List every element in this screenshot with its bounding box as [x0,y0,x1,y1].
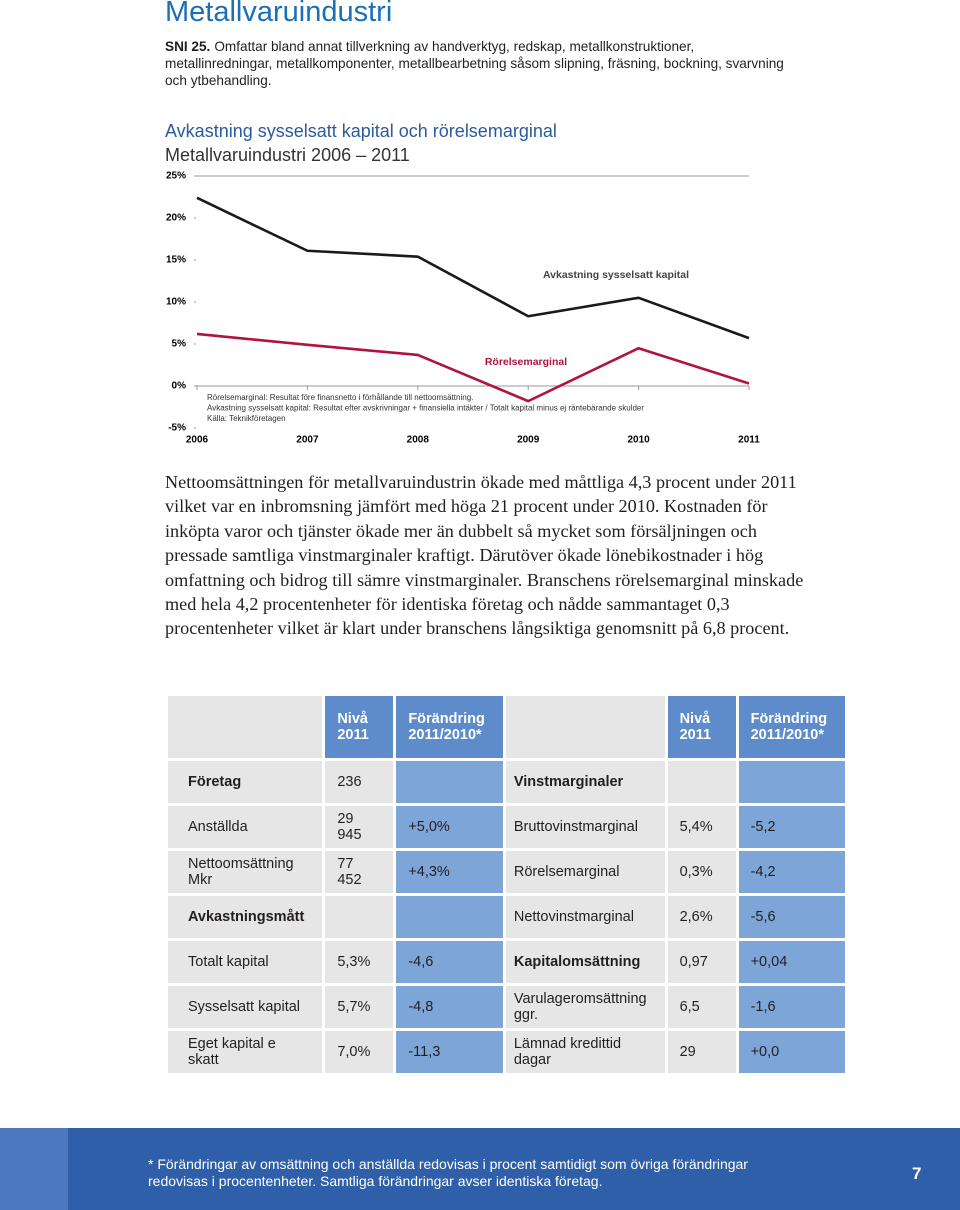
series-line [196,332,750,403]
cell: Förändring 2011/2010* [396,696,503,758]
chart-note: Avkastning sysselsatt kapital: Resultat … [207,404,644,413]
cell: Nettoomsättning Mkr [168,851,323,893]
table: Nivå 2011 Förändring 2011/2010* Nivå 201… [165,693,848,1076]
x-tick-label: 2006 [186,435,209,446]
footer-stripe [0,1128,68,1210]
cell: 5,7% [325,986,394,1028]
footnote: * Förändringar av omsättning och anställ… [148,1156,748,1189]
cell: Bruttovinstmarginal [505,806,665,848]
chart: Avkastning sysselsatt kapital och rörels… [165,121,760,446]
cell: +0,04 [738,941,846,983]
cell: Kapitalomsättning [505,941,665,983]
sni-label: SNI 25. [165,39,211,54]
page-number: 7 [912,1164,922,1183]
cell: Eget kapital e skatt [168,1031,323,1073]
cell: Anställda [168,806,323,848]
chart-title: Avkastning sysselsatt kapital och rörels… [165,121,557,141]
table-row: Eget kapital e skatt 7,0% -11,3 Lämnad kred… [168,1031,846,1073]
x-tick-label: 2010 [627,435,650,446]
cell: 5,4% [667,806,736,848]
y-tick-label: 0% [172,381,187,392]
chart-note: Källa: Teknikföretagen [207,414,286,423]
cell: Företag [168,761,323,803]
cell: +4,3% [396,851,503,893]
cell: Nettovinstmarginal [505,896,665,938]
cell: +0,0 [738,1031,846,1073]
cell: 0,97 [667,941,736,983]
y-tick-label: -5% [168,423,186,434]
table-header: Nivå 2011 Förändring 2011/2010* Nivå 201… [168,696,846,758]
footer: * Förändringar av omsättning och anställ… [0,1128,960,1210]
cell: Sysselsatt kapital [168,986,323,1028]
intro: SNI 25. Omfattar bland annat tillverkning… [165,38,805,89]
y-tick-label: 15% [166,255,186,266]
cell: 7,0% [325,1031,394,1073]
series-label: Avkastning sysselsatt kapital [543,269,689,281]
x-tick-label: 2011 [738,435,760,446]
cell [396,761,503,803]
cell [505,696,665,758]
cell: 236 [325,761,394,803]
cell: 77 452 [325,851,394,893]
table-row: Anställda 29 945 +5,0% Bruttovinstmarginal 5… [168,806,846,848]
cell: Avkastningsmått [168,896,323,938]
table-row: Sysselsatt kapital 5,7% -4,8 Varulageromsät… [168,986,846,1028]
series-line [196,196,750,340]
cell: -5,6 [738,896,846,938]
y-tick-label: 20% [166,213,186,224]
intro-text: Omfattar bland annat tillverkning av han… [165,39,784,88]
cell: Totalt kapital [168,941,323,983]
cell: 6,5 [667,986,736,1028]
table-row: Nettoomsättning Mkr 77 452 +4,3% Rörelsemar… [168,851,846,893]
cell: -11,3 [396,1031,503,1073]
cell: 2,6% [667,896,736,938]
x-tick-label: 2007 [296,435,319,446]
cell [667,761,736,803]
cell: Förändring 2011/2010* [738,696,846,758]
cell: Vinstmarginaler [505,761,665,803]
table-row: Avkastningsmått Nettovinstmarginal 2,6% -5,… [168,896,846,938]
cell: -5,2 [738,806,846,848]
cell [738,761,846,803]
table-row: Företag 236 Vinstmarginaler [168,761,846,803]
cell: 29 [667,1031,736,1073]
y-tick-label: 10% [166,297,186,308]
cell [168,696,323,758]
y-tick-label: 25% [166,171,186,182]
body-text: Nettoomsättningen för metallvaruindustri… [165,472,804,639]
cell: 5,3% [325,941,394,983]
table-row: Totalt kapital 5,3% -4,6 Kapitalomsättning 0… [168,941,846,983]
cell: -1,6 [738,986,846,1028]
cell: 29 945 [325,806,394,848]
series-label: Rörelsemarginal [485,356,567,368]
x-tick-label: 2009 [517,435,540,446]
cell: -4,2 [738,851,846,893]
chart-subtitle: Metallvaruindustri 2006 – 2011 [165,145,410,165]
cell: -4,6 [396,941,503,983]
cell: +5,0% [396,806,503,848]
cell: Rörelsemarginal [505,851,665,893]
x-tick-label: 2008 [407,435,430,446]
cell: Varulageromsättning ggr. [505,986,665,1028]
cell [325,896,394,938]
cell: Nivå 2011 [667,696,736,758]
chart-note: Rörelsemarginal: Resultat före finansnet… [207,393,473,402]
cell [396,896,503,938]
cell: 0,3% [667,851,736,893]
y-tick-label: 5% [172,339,187,350]
cell: Nivå 2011 [325,696,394,758]
cell: -4,8 [396,986,503,1028]
cell: Lämnad kredittid dagar [505,1031,665,1073]
page-title: Metallvaruindustri [165,0,393,28]
